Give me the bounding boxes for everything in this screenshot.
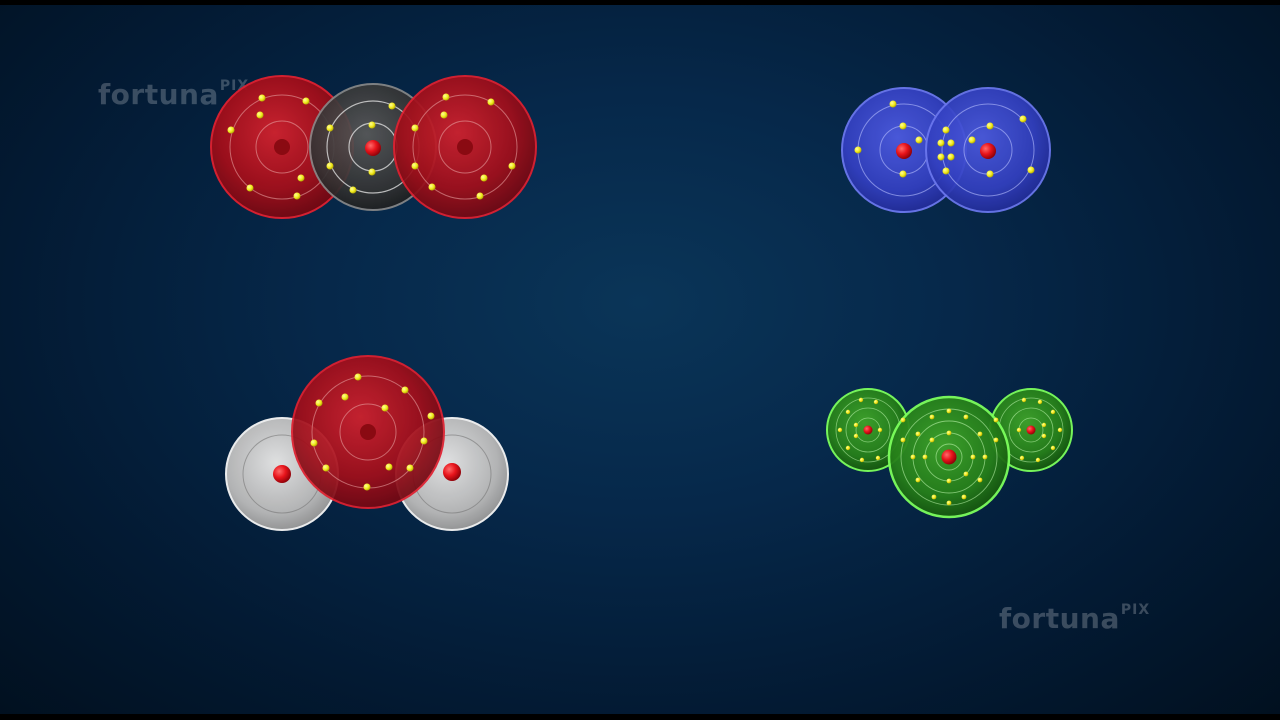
- oxygen-atom-right: [393, 75, 537, 219]
- water-molecule-icon: [225, 355, 509, 531]
- carbon-dioxide-molecule-icon: [210, 75, 537, 219]
- watermark-bottom-sub: PIX: [1120, 602, 1151, 618]
- watermark-bottom-main: fortuna: [999, 602, 1120, 635]
- letterbox-top: [0, 0, 1280, 5]
- watermark-top-main: fortuna: [98, 78, 219, 111]
- watermark-top: fortunaPIX: [98, 78, 249, 111]
- co2-electrons: [227, 93, 516, 200]
- h2o-electrons: [310, 373, 435, 491]
- green-triatomic-molecule-icon: [826, 388, 1073, 519]
- watermark-bottom: fortunaPIX: [999, 602, 1150, 635]
- nitrogen-molecule-icon: [841, 87, 1051, 213]
- green-atom-center: [887, 395, 1011, 519]
- oxygen-atom-center: [291, 355, 445, 509]
- nitrogen-atom-right: [925, 87, 1051, 213]
- green-atom-right: [989, 388, 1073, 472]
- letterbox-bottom: [0, 714, 1280, 720]
- green-electrons: [837, 397, 1063, 506]
- n2-electrons: [854, 100, 1035, 178]
